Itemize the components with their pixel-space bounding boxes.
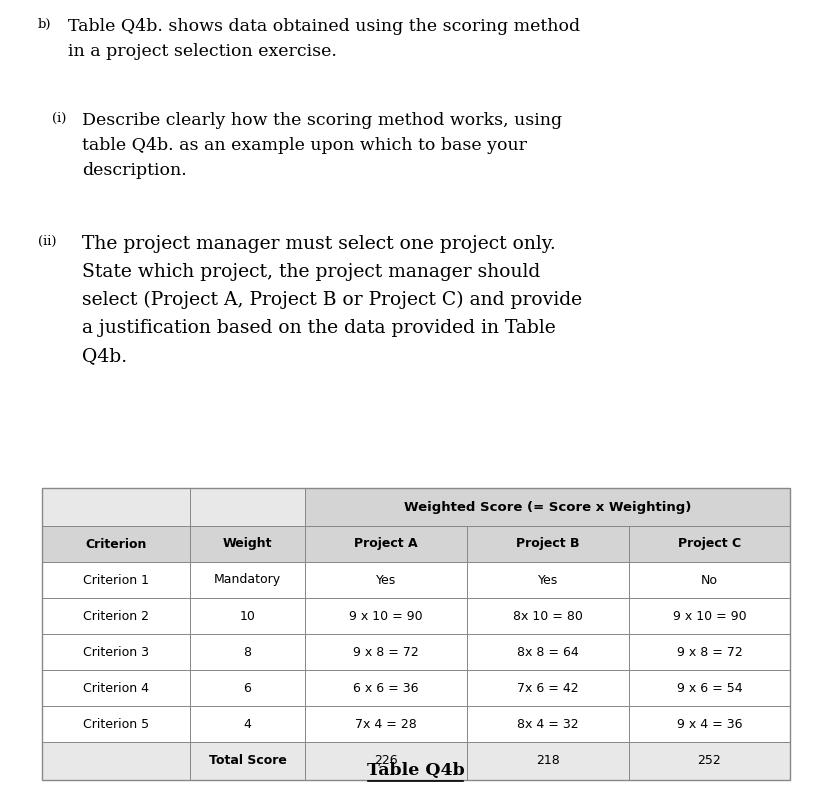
- Text: Table Q4b: Table Q4b: [366, 762, 464, 779]
- Bar: [304, 706, 466, 742]
- Text: 4: 4: [243, 718, 251, 731]
- Text: Project C: Project C: [677, 537, 740, 550]
- Bar: [304, 634, 466, 670]
- Bar: [42, 634, 189, 670]
- Bar: [42, 598, 189, 634]
- Bar: [42, 562, 189, 598]
- Bar: [466, 706, 629, 742]
- Text: 9 x 8 = 72: 9 x 8 = 72: [352, 646, 418, 658]
- Text: select (Project A, Project B or Project C) and provide: select (Project A, Project B or Project …: [82, 291, 581, 309]
- Bar: [189, 562, 304, 598]
- Text: 9 x 10 = 90: 9 x 10 = 90: [672, 610, 745, 622]
- Bar: [42, 488, 789, 780]
- Text: in a project selection exercise.: in a project selection exercise.: [68, 43, 337, 60]
- Text: Yes: Yes: [538, 574, 557, 586]
- Text: Yes: Yes: [375, 574, 395, 586]
- Bar: [629, 706, 789, 742]
- Text: 8x 8 = 64: 8x 8 = 64: [517, 646, 578, 658]
- Bar: [466, 670, 629, 706]
- Bar: [466, 598, 629, 634]
- Bar: [629, 634, 789, 670]
- Text: 7x 4 = 28: 7x 4 = 28: [355, 718, 416, 731]
- Text: 8: 8: [243, 646, 251, 658]
- Bar: [42, 526, 189, 562]
- Text: 9 x 8 = 72: 9 x 8 = 72: [676, 646, 742, 658]
- Text: table Q4b. as an example upon which to base your: table Q4b. as an example upon which to b…: [82, 137, 526, 154]
- Text: 8x 10 = 80: 8x 10 = 80: [513, 610, 582, 622]
- Bar: [304, 488, 789, 526]
- Text: Criterion 5: Criterion 5: [83, 718, 149, 731]
- Bar: [304, 562, 466, 598]
- Bar: [189, 670, 304, 706]
- Text: Project B: Project B: [515, 537, 579, 550]
- Text: Total Score: Total Score: [208, 755, 286, 767]
- Text: Criterion 4: Criterion 4: [83, 682, 149, 694]
- Bar: [189, 706, 304, 742]
- Bar: [629, 526, 789, 562]
- Bar: [42, 670, 189, 706]
- Bar: [189, 598, 304, 634]
- Text: Criterion: Criterion: [85, 537, 146, 550]
- Text: Weighted Score (= Score x Weighting): Weighted Score (= Score x Weighting): [404, 501, 691, 513]
- Bar: [466, 742, 629, 780]
- Text: 6: 6: [243, 682, 251, 694]
- Text: (ii): (ii): [38, 235, 56, 248]
- Bar: [629, 562, 789, 598]
- Bar: [42, 742, 189, 780]
- Text: 6 x 6 = 36: 6 x 6 = 36: [353, 682, 418, 694]
- Text: 9 x 4 = 36: 9 x 4 = 36: [676, 718, 741, 731]
- Text: No: No: [700, 574, 717, 586]
- Bar: [466, 562, 629, 598]
- Text: Describe clearly how the scoring method works, using: Describe clearly how the scoring method …: [82, 112, 562, 129]
- Bar: [304, 598, 466, 634]
- Bar: [42, 488, 304, 526]
- Bar: [629, 598, 789, 634]
- Text: Q4b.: Q4b.: [82, 347, 127, 365]
- Bar: [42, 706, 189, 742]
- Text: State which project, the project manager should: State which project, the project manager…: [82, 263, 539, 281]
- Text: 10: 10: [239, 610, 255, 622]
- Bar: [304, 670, 466, 706]
- Text: 252: 252: [697, 755, 720, 767]
- Text: 7x 6 = 42: 7x 6 = 42: [517, 682, 578, 694]
- Text: 9 x 10 = 90: 9 x 10 = 90: [349, 610, 423, 622]
- Text: Weight: Weight: [222, 537, 272, 550]
- Text: Project A: Project A: [354, 537, 418, 550]
- Bar: [466, 634, 629, 670]
- Text: b): b): [38, 18, 51, 31]
- Bar: [466, 526, 629, 562]
- Bar: [189, 634, 304, 670]
- Text: description.: description.: [82, 162, 187, 179]
- Bar: [189, 526, 304, 562]
- Text: Table Q4b. shows data obtained using the scoring method: Table Q4b. shows data obtained using the…: [68, 18, 580, 35]
- Text: Mandatory: Mandatory: [213, 574, 280, 586]
- Text: Criterion 3: Criterion 3: [83, 646, 149, 658]
- Text: Criterion 2: Criterion 2: [83, 610, 149, 622]
- Bar: [304, 526, 466, 562]
- Bar: [629, 670, 789, 706]
- Text: 9 x 6 = 54: 9 x 6 = 54: [676, 682, 742, 694]
- Text: (i): (i): [52, 112, 66, 125]
- Text: The project manager must select one project only.: The project manager must select one proj…: [82, 235, 555, 253]
- Text: 8x 4 = 32: 8x 4 = 32: [517, 718, 578, 731]
- Text: Criterion 1: Criterion 1: [83, 574, 149, 586]
- Text: 226: 226: [374, 755, 397, 767]
- Bar: [304, 742, 466, 780]
- Text: 218: 218: [535, 755, 559, 767]
- Bar: [189, 742, 304, 780]
- Text: a justification based on the data provided in Table: a justification based on the data provid…: [82, 319, 555, 337]
- Bar: [629, 742, 789, 780]
